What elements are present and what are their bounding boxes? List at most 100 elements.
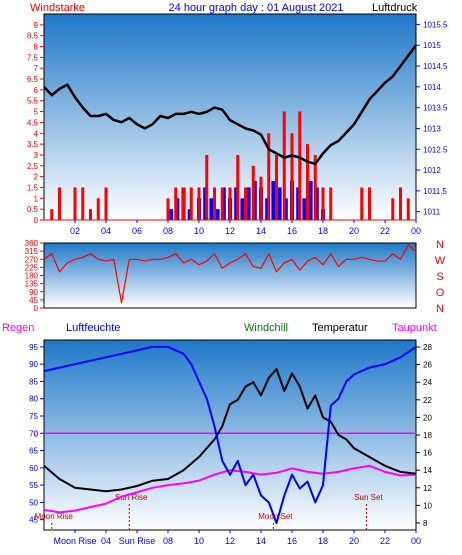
y-tick-label-left: 2 — [34, 173, 39, 182]
y-tick-label-left: 5 — [34, 108, 39, 117]
y-tick-label-left: 8 — [34, 43, 39, 52]
x-tick-label: 14 — [256, 536, 266, 546]
x-tick-label: Moon Rise — [53, 536, 96, 546]
compass-label: O — [436, 287, 445, 299]
wind-speed-bar — [267, 133, 271, 220]
x-tick-label: 04 — [101, 536, 111, 546]
luftdruck-label: Luftdruck — [372, 2, 418, 14]
dir-tick-label: 180 — [25, 272, 39, 281]
temperature-tick-label: 26 — [423, 361, 432, 370]
y-tick-label-left: 6 — [34, 86, 39, 95]
wind-speed-bar — [58, 187, 61, 220]
y-tick-label-right: 1014.5 — [423, 62, 448, 71]
x-tick-label: 08 — [163, 226, 173, 236]
annotation-label: Sun Rise — [115, 493, 148, 502]
humidity-tick-label: 65 — [29, 447, 38, 456]
dir-tick-label: 90 — [29, 288, 38, 297]
x-tick-label: 02 — [70, 226, 80, 236]
wind-speed-bar — [313, 154, 317, 220]
y-tick-label-right: 1011 — [423, 208, 441, 217]
x-tick-label: 18 — [318, 536, 328, 546]
y-tick-label-left: 0.5 — [27, 205, 39, 214]
rain-line: 0 — [34, 429, 416, 438]
x-tick-label: 16 — [287, 226, 297, 236]
sun-moon-annotations: Moon Rise Sun Rise Moon Set Sun Set — [35, 493, 383, 530]
gust-bar — [314, 187, 319, 220]
humidity-tick-label: 70 — [29, 429, 38, 438]
wind-pressure-plot-area — [43, 13, 417, 221]
x-tick-label: 12 — [225, 536, 235, 546]
gust-bar — [221, 187, 226, 220]
wind-speed-bar — [259, 176, 263, 220]
wind-speed-bar — [104, 187, 108, 220]
wind-speed-bar — [205, 154, 209, 220]
temperature-axes: 45 50 55 60 65 70 75 80 85 90 95 8 10 12 14 16 18 20 22 24 2… — [29, 343, 432, 546]
annotation-label: Moon Rise — [35, 512, 74, 521]
x-tick-label: 04 — [101, 226, 111, 236]
annotation-label: Moon Set — [258, 512, 293, 521]
chart-title: 24 hour graph day : 01 August 2021 — [169, 2, 344, 14]
x-tick-label: 18 — [318, 226, 328, 236]
dir-tick-label: 270 — [25, 255, 39, 264]
humidity-tick-label: 80 — [29, 395, 38, 404]
x-tick-label: 16 — [287, 536, 297, 546]
wind-speed-bar — [391, 198, 395, 220]
y-tick-label-left: 4.5 — [27, 118, 39, 127]
y-tick-label-left: 5.5 — [27, 97, 39, 106]
x-tick-label: 20 — [349, 226, 359, 236]
wind-speed-bar — [50, 209, 54, 220]
temperature-tick-label: 12 — [423, 484, 432, 493]
x-tick-label: 22 — [380, 536, 390, 546]
temperature-tick-label: 10 — [423, 501, 432, 510]
wind-speed-bar — [182, 187, 185, 220]
gust-bar — [209, 198, 214, 220]
y-tick-label-left: 0 — [34, 216, 39, 225]
gust-bar — [271, 180, 276, 220]
legend-item: Windchill — [244, 322, 288, 334]
y-tick-label-left: 2.5 — [27, 162, 39, 171]
wind-speed-bar — [228, 187, 232, 220]
wind-speed-bar — [399, 187, 402, 220]
compass-label: N — [436, 239, 444, 251]
wind-speed-bar — [197, 187, 201, 220]
x-tick-label: 12 — [225, 226, 235, 236]
y-tick-label-left: 6.5 — [27, 75, 39, 84]
gust-bar — [308, 180, 313, 220]
gust-bar — [203, 187, 208, 220]
wind-speed-bar — [81, 187, 85, 220]
wind-speed-bar — [73, 187, 77, 220]
y-tick-label-left: 9 — [34, 21, 39, 30]
compass-label: N — [436, 303, 444, 315]
y-tick-label-right: 1012.5 — [423, 145, 448, 154]
legend-item: Luftfeuchte — [66, 322, 120, 334]
wind-speed-bar — [368, 187, 371, 220]
annotation-label: Sun Set — [354, 493, 383, 502]
humidity-tick-label: 95 — [29, 343, 38, 352]
y-tick-label-left: 1 — [34, 194, 39, 203]
wind-speed-bar — [290, 133, 294, 220]
wind-speed-bar — [321, 187, 325, 220]
x-tick-label: 00 — [411, 536, 421, 546]
temperature-series — [43, 368, 417, 493]
wind-speed-bar — [220, 187, 224, 220]
wind-speed-bar — [282, 111, 286, 220]
wind-speed-bar — [189, 187, 193, 220]
compass-label: S — [436, 271, 443, 283]
dir-tick-label: 225 — [25, 263, 39, 272]
temperature-tick-label: 20 — [423, 413, 432, 422]
temperature-tick-label: 18 — [423, 431, 432, 440]
y-tick-label-right: 1015 — [423, 41, 441, 50]
gust-bar — [283, 198, 288, 220]
temperature-tick-label: 28 — [423, 343, 432, 352]
dir-tick-label: 45 — [29, 296, 38, 305]
wind-speed-bar — [306, 144, 309, 220]
wind-direction-series — [43, 244, 417, 304]
humidity-tick-label: 55 — [29, 481, 38, 490]
gust-bar — [169, 209, 174, 220]
wind-speed-bar — [360, 187, 364, 220]
gust-bar — [246, 187, 251, 220]
y-tick-label-right: 1012 — [423, 166, 441, 175]
temperature-tick-label: 14 — [423, 466, 432, 475]
gust-bar — [175, 198, 180, 220]
